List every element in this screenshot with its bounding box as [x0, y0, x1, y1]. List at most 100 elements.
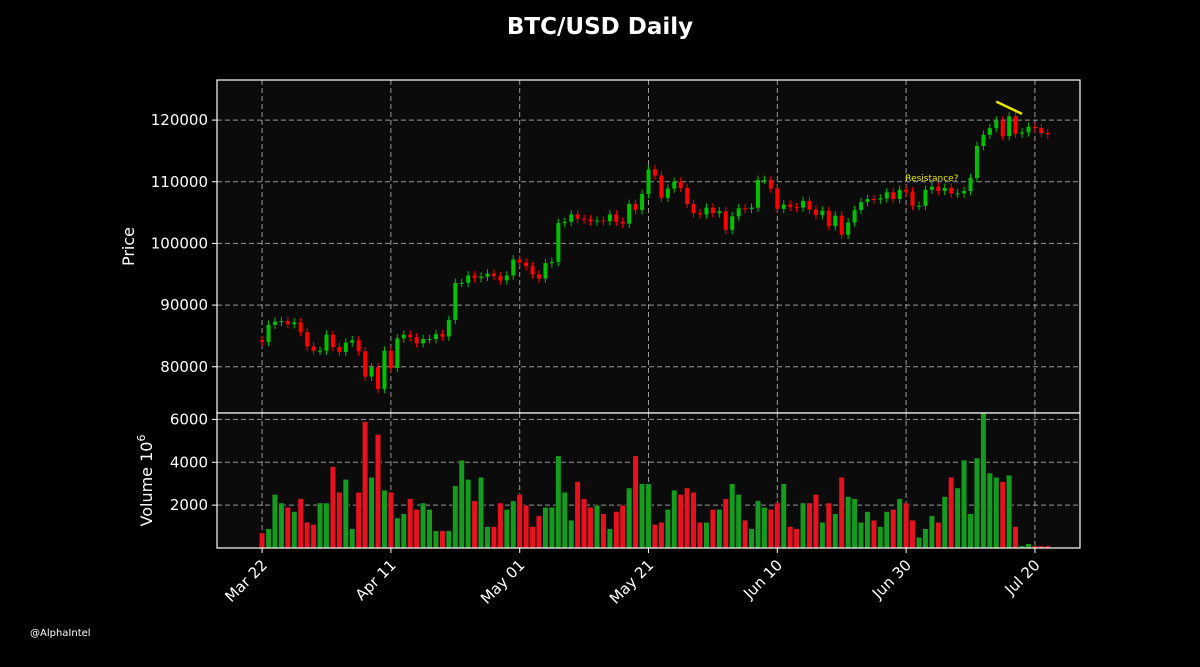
volume-bar: [780, 483, 787, 549]
candle-body: [1026, 126, 1031, 133]
volume-bar: [284, 507, 291, 549]
candle-body: [285, 321, 290, 325]
candle-body: [408, 334, 413, 338]
volume-bar: [317, 502, 324, 549]
volume-bar: [812, 494, 819, 549]
candle-body: [414, 337, 419, 344]
volume-bar: [664, 509, 671, 549]
volume-bar: [432, 530, 439, 549]
candle: [350, 335, 355, 348]
candle: [916, 201, 921, 211]
candle-body: [427, 339, 432, 340]
candle-body: [794, 207, 799, 209]
candle: [736, 203, 741, 221]
candle-body: [1020, 132, 1025, 134]
volume-bar: [754, 500, 761, 549]
candle-body: [433, 334, 438, 339]
candle-body: [491, 273, 496, 277]
candle: [408, 330, 413, 342]
candle-body: [607, 214, 612, 222]
candle-body: [820, 210, 825, 216]
candle-body: [1000, 120, 1005, 137]
volume-label-text: Volume 10: [137, 442, 156, 527]
candle: [936, 182, 941, 196]
candle: [446, 315, 451, 341]
volume-bar: [883, 511, 890, 549]
volume-bar: [593, 504, 600, 549]
candle: [433, 329, 438, 344]
candle-body: [530, 266, 535, 275]
candle-body: [537, 274, 542, 279]
volume-bar: [407, 498, 414, 549]
candle-body: [594, 220, 599, 222]
candle: [749, 203, 754, 214]
candle-body: [305, 332, 310, 347]
volume-bar: [329, 466, 336, 549]
candle: [427, 334, 432, 344]
candle-body: [272, 321, 277, 325]
candle-body: [698, 213, 703, 215]
candle-body: [466, 275, 471, 283]
volume-bar: [510, 500, 517, 549]
candle: [691, 199, 696, 218]
x-axis: Mar 22 Apr 11 May 01 May 21 Jun 10 Jun 30 Jul …: [221, 548, 1044, 608]
candle: [517, 255, 522, 267]
volume-bar: [858, 522, 865, 549]
volume-bar: [471, 500, 478, 549]
candle-body: [801, 200, 806, 208]
candle: [813, 205, 818, 220]
candle-body: [556, 223, 561, 262]
candle-body: [575, 214, 580, 219]
volume-bar: [555, 455, 562, 549]
candle: [614, 210, 619, 227]
candle-body: [942, 187, 947, 191]
candle-body: [833, 215, 838, 227]
candle: [459, 278, 464, 288]
candle: [846, 218, 851, 240]
x-tick-label: Jul 20: [1001, 556, 1044, 599]
volume-y-tick-label: 2000: [170, 496, 208, 514]
volume-bar: [452, 485, 459, 549]
volume-bar: [851, 498, 858, 549]
volume-bar: [658, 522, 665, 549]
candle: [974, 141, 979, 183]
candle: [601, 216, 606, 226]
candle: [871, 194, 876, 204]
candle-body: [569, 214, 574, 222]
candle-body: [949, 187, 954, 194]
candle-body: [813, 209, 818, 216]
price-y-tick-label: 110000: [151, 173, 208, 191]
watermark: @AlphaIntel: [30, 628, 91, 639]
candle-body: [878, 198, 883, 200]
volume-axis-label: Volume 106: [135, 435, 156, 527]
candle: [755, 175, 760, 212]
candle-body: [279, 321, 284, 323]
candle-body: [472, 275, 477, 278]
candle: [575, 210, 580, 224]
candle-body: [343, 342, 348, 352]
volume-bar: [542, 507, 549, 549]
candle-body: [324, 334, 329, 351]
candle: [627, 199, 632, 228]
volume-bar: [310, 524, 317, 549]
volume-bar: [581, 498, 588, 549]
candle-body: [665, 188, 670, 198]
candle: [646, 165, 651, 199]
candle: [743, 203, 748, 214]
volume-bar: [484, 526, 491, 549]
volume-bar: [877, 526, 884, 549]
volume-bar: [986, 472, 993, 549]
volume-bar: [916, 537, 922, 549]
candle: [356, 335, 361, 356]
volume-bar: [748, 528, 755, 549]
volume-bar: [548, 507, 555, 549]
candle-body: [479, 276, 484, 278]
candle: [337, 342, 342, 357]
candle: [678, 177, 683, 193]
candle-body: [672, 181, 677, 189]
candle: [781, 200, 786, 214]
price-y-tick-label: 80000: [160, 358, 208, 376]
volume-bar: [362, 421, 369, 549]
candle: [363, 347, 368, 381]
candle-body: [1039, 128, 1044, 134]
